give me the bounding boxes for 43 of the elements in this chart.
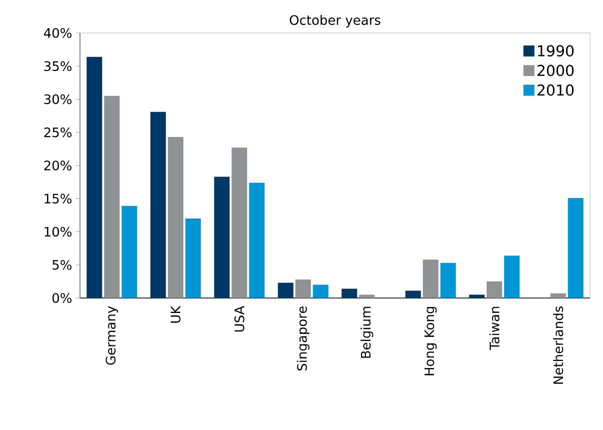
legend-label: 1990 bbox=[538, 45, 574, 56]
bar bbox=[214, 176, 230, 298]
bar bbox=[104, 96, 120, 298]
bar bbox=[469, 294, 485, 298]
legend-label: 2000 bbox=[538, 64, 574, 76]
y-tick-label: 35% bbox=[44, 61, 72, 72]
bar bbox=[342, 288, 358, 298]
x-tick-label: Singapore bbox=[296, 306, 310, 371]
bar bbox=[122, 206, 138, 298]
chart-title: October years bbox=[290, 14, 380, 28]
bar bbox=[486, 281, 502, 298]
y-tick-label: 20% bbox=[44, 160, 72, 170]
bar bbox=[168, 137, 184, 298]
y-tick-label: 5% bbox=[52, 260, 72, 270]
bar bbox=[295, 279, 311, 298]
bar bbox=[359, 294, 375, 298]
y-tick-label: 40% bbox=[44, 28, 72, 38]
x-tick-label: USA bbox=[234, 306, 244, 332]
x-tick-label: Germany bbox=[106, 306, 118, 365]
bar bbox=[440, 262, 456, 298]
y-tick-label: 10% bbox=[44, 226, 72, 237]
bar bbox=[312, 284, 328, 298]
bar bbox=[278, 282, 294, 298]
x-tick-label: UK bbox=[170, 306, 180, 323]
bar bbox=[550, 293, 566, 298]
bar bbox=[568, 198, 584, 298]
bar bbox=[249, 182, 265, 298]
bar bbox=[405, 290, 421, 298]
y-tick-label: 0% bbox=[52, 293, 72, 303]
legend-label: 2010 bbox=[538, 84, 574, 96]
x-tick-label: Hong Kong bbox=[424, 306, 437, 376]
bar bbox=[86, 56, 102, 298]
x-tick-label: Netherlands bbox=[553, 306, 564, 384]
y-tick-label: 30% bbox=[44, 94, 72, 104]
y-tick-label: 15% bbox=[44, 194, 72, 204]
x-tick-label: Taiwan bbox=[489, 306, 500, 350]
bar bbox=[185, 218, 201, 298]
x-tick-label: Belgium bbox=[360, 306, 374, 358]
bar bbox=[232, 148, 248, 298]
y-tick-label: 25% bbox=[44, 127, 72, 138]
bar bbox=[504, 256, 520, 298]
bar bbox=[422, 260, 438, 298]
bar bbox=[150, 112, 166, 298]
